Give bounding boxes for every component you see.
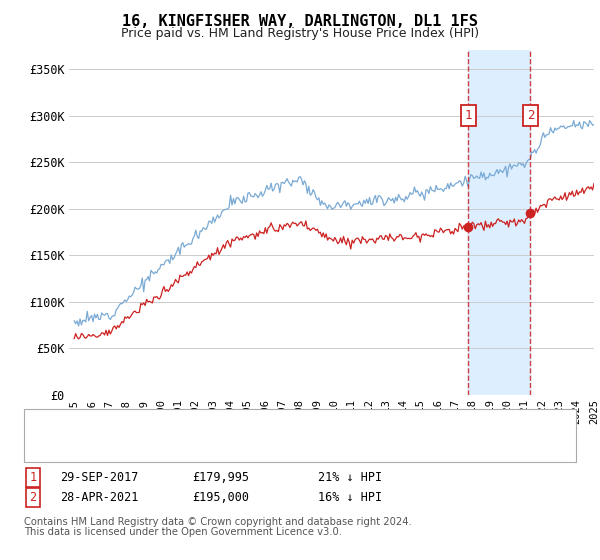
Text: £179,995: £179,995 — [192, 471, 249, 484]
Text: 21% ↓ HPI: 21% ↓ HPI — [318, 471, 382, 484]
Text: ────: ──── — [48, 442, 78, 456]
Text: 1: 1 — [464, 109, 472, 122]
Text: This data is licensed under the Open Government Licence v3.0.: This data is licensed under the Open Gov… — [24, 527, 342, 537]
Text: 1: 1 — [29, 471, 37, 484]
Text: 2: 2 — [29, 491, 37, 504]
Text: HPI: Average price, detached house, Darlington: HPI: Average price, detached house, Darl… — [93, 444, 409, 454]
Bar — [469, 50, 530, 395]
Text: ────: ──── — [48, 429, 78, 442]
Text: 16, KINGFISHER WAY, DARLINGTON, DL1 1FS: 16, KINGFISHER WAY, DARLINGTON, DL1 1FS — [122, 14, 478, 29]
Text: 29-SEP-2017: 29-SEP-2017 — [60, 471, 139, 484]
Text: Contains HM Land Registry data © Crown copyright and database right 2024.: Contains HM Land Registry data © Crown c… — [24, 517, 412, 527]
Text: 16% ↓ HPI: 16% ↓ HPI — [318, 491, 382, 504]
Text: £195,000: £195,000 — [192, 491, 249, 504]
Text: 2: 2 — [527, 109, 534, 122]
Text: 28-APR-2021: 28-APR-2021 — [60, 491, 139, 504]
Text: Price paid vs. HM Land Registry's House Price Index (HPI): Price paid vs. HM Land Registry's House … — [121, 27, 479, 40]
Text: 16, KINGFISHER WAY, DARLINGTON, DL1 1FS (detached house): 16, KINGFISHER WAY, DARLINGTON, DL1 1FS … — [93, 431, 478, 441]
